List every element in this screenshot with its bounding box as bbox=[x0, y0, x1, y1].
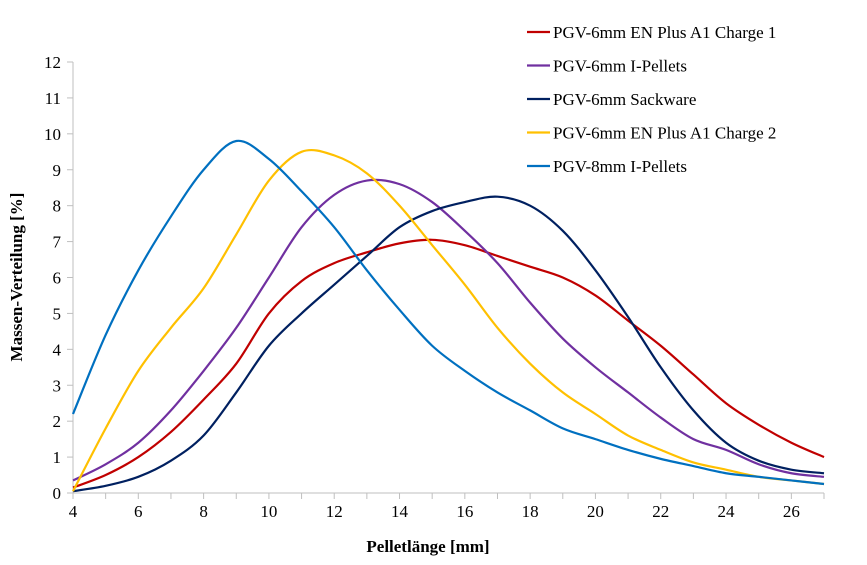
x-tick-label: 8 bbox=[199, 502, 208, 521]
series-line-5 bbox=[71, 139, 825, 486]
y-tick-label: 10 bbox=[44, 125, 61, 144]
series-lines bbox=[71, 139, 825, 493]
x-tick-label: 24 bbox=[718, 502, 736, 521]
y-tick-label: 0 bbox=[53, 484, 62, 503]
x-tick-label: 18 bbox=[522, 502, 539, 521]
legend-label: PGV-8mm I-Pellets bbox=[553, 157, 687, 176]
series-line-2 bbox=[72, 178, 825, 482]
y-axis-label: Massen-Verteilung [%] bbox=[7, 193, 26, 362]
legend-label: PGV-6mm EN Plus A1 Charge 1 bbox=[553, 23, 776, 42]
x-tick-label: 10 bbox=[260, 502, 277, 521]
x-axis-label: Pelletlänge [mm] bbox=[366, 537, 489, 556]
y-tick-label: 2 bbox=[53, 412, 62, 431]
y-tick-label: 7 bbox=[53, 233, 62, 252]
y-tick-label: 5 bbox=[53, 304, 62, 323]
x-tick-label: 12 bbox=[326, 502, 343, 521]
y-tick-label: 6 bbox=[53, 269, 62, 288]
x-tick-label: 22 bbox=[652, 502, 669, 521]
legend: PGV-6mm EN Plus A1 Charge 1 PGV-6mm I-Pel… bbox=[527, 23, 776, 176]
y-tick-label: 11 bbox=[45, 89, 61, 108]
legend-label: PGV-6mm Sackware bbox=[553, 90, 696, 109]
x-tick-label: 26 bbox=[783, 502, 800, 521]
y-tick-label: 1 bbox=[53, 448, 62, 467]
y-tick-label: 9 bbox=[53, 161, 62, 180]
legend-label: PGV-6mm EN Plus A1 Charge 2 bbox=[553, 124, 776, 143]
y-tick-label: 8 bbox=[53, 197, 62, 216]
y-tick-label: 4 bbox=[53, 340, 62, 359]
x-tick-label: 16 bbox=[456, 502, 473, 521]
y-tick-label: 3 bbox=[53, 376, 62, 395]
y-tick-label: 12 bbox=[44, 53, 61, 72]
x-tick-label: 6 bbox=[134, 502, 143, 521]
legend-label: PGV-6mm I-Pellets bbox=[553, 57, 687, 76]
series-line-4 bbox=[72, 148, 825, 492]
series-line-3 bbox=[72, 195, 825, 493]
x-tick-label: 14 bbox=[391, 502, 409, 521]
x-tick-label: 20 bbox=[587, 502, 604, 521]
series-line-1 bbox=[72, 238, 825, 489]
x-tick-label: 4 bbox=[69, 502, 78, 521]
